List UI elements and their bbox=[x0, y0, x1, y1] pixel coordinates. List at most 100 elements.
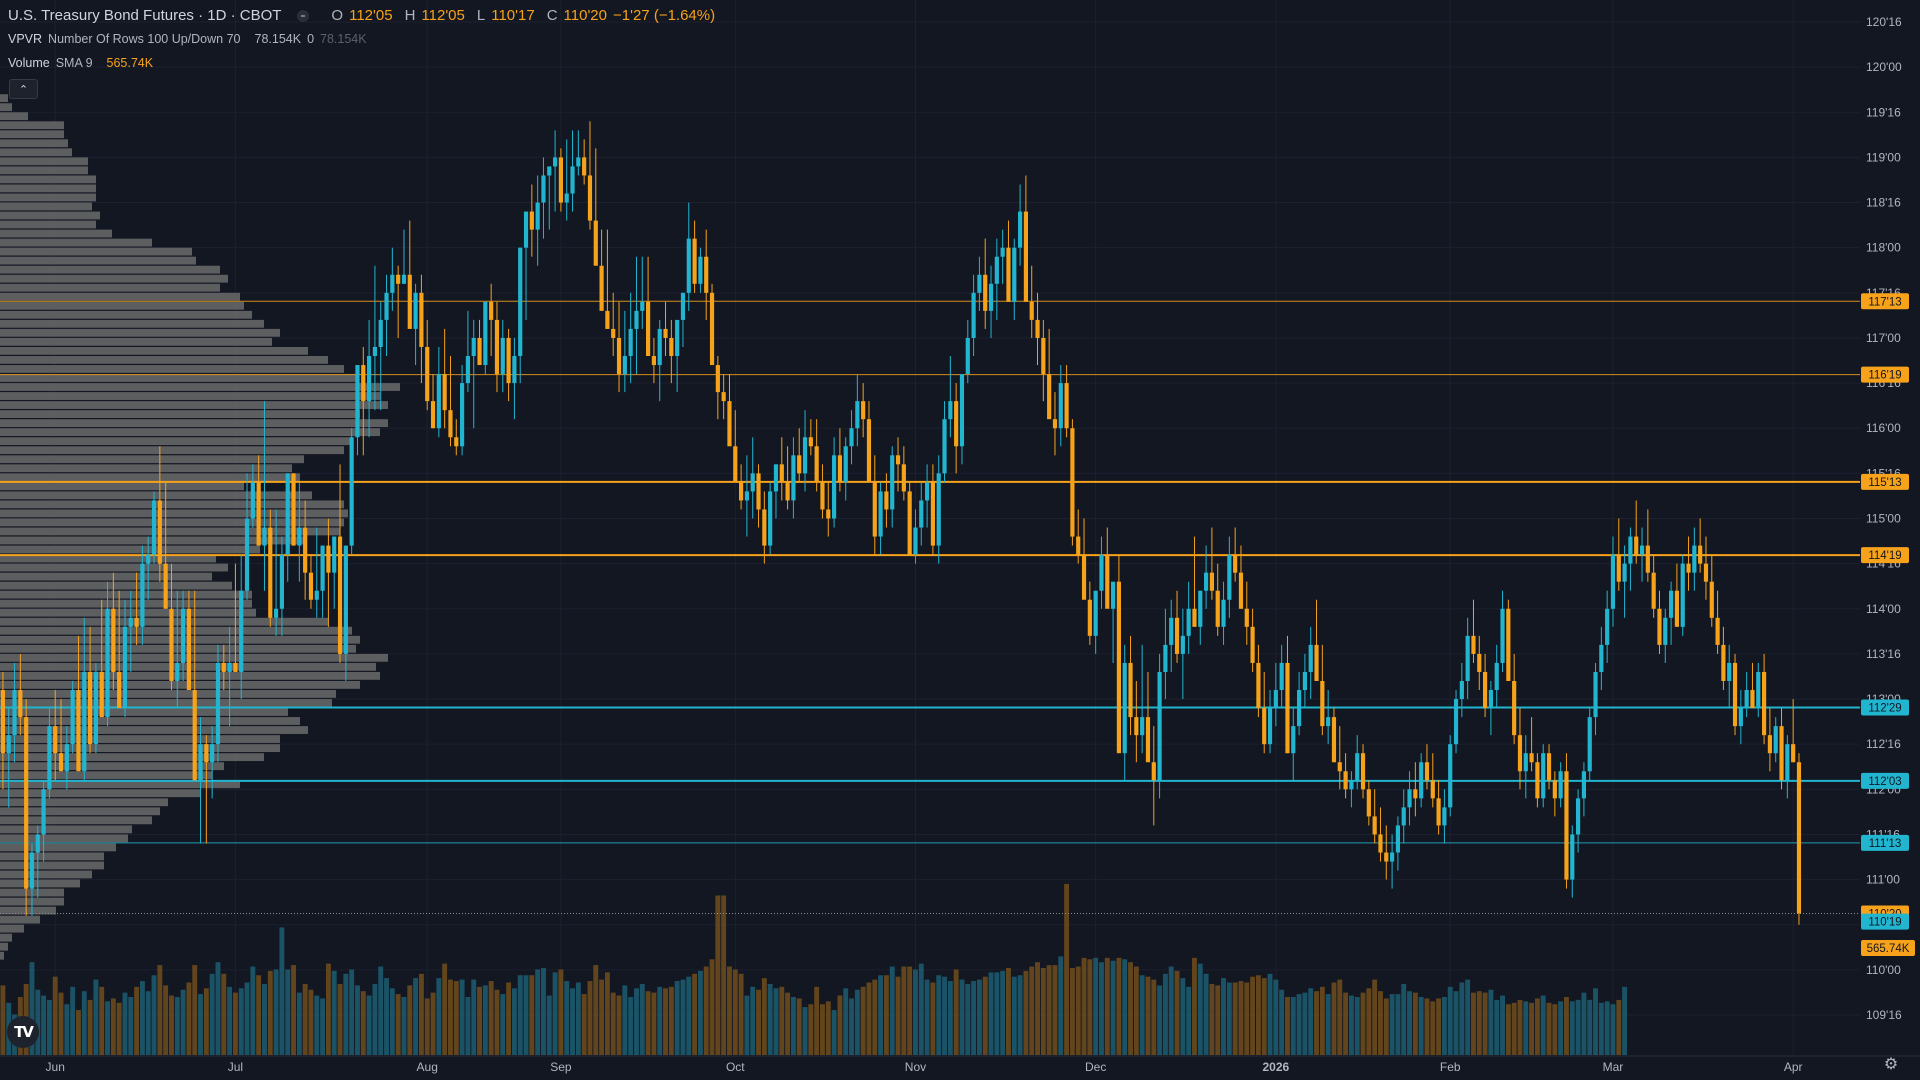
candle-body bbox=[1366, 789, 1371, 817]
volume-bar bbox=[1337, 979, 1343, 1055]
volume-bar bbox=[1221, 978, 1226, 1055]
gear-icon[interactable]: ⚙ bbox=[1882, 1056, 1900, 1074]
volume-bar bbox=[581, 994, 587, 1055]
prev-close-tag: 110'19 bbox=[1868, 917, 1901, 929]
candle-body bbox=[99, 671, 104, 718]
candle-body bbox=[843, 446, 848, 483]
volume-bar bbox=[1523, 1001, 1529, 1055]
candle-body bbox=[227, 662, 232, 672]
vpvr-row bbox=[0, 328, 280, 337]
candle-body bbox=[1517, 735, 1523, 772]
volume-bar bbox=[1465, 979, 1471, 1055]
volume-bar bbox=[1232, 982, 1238, 1055]
candle-body bbox=[1732, 662, 1738, 727]
volume-bar bbox=[180, 989, 186, 1055]
vpvr-row bbox=[0, 446, 344, 455]
candle-body bbox=[1006, 247, 1011, 302]
settings-glyph: ⚙ bbox=[1883, 1056, 1899, 1073]
candle-body bbox=[1448, 744, 1453, 808]
candle-body bbox=[128, 617, 133, 627]
more-options-icon[interactable] bbox=[297, 9, 310, 22]
volume-bar bbox=[302, 983, 308, 1055]
candle-body bbox=[1622, 563, 1627, 582]
candle-body bbox=[1204, 572, 1209, 591]
volume-bar bbox=[1534, 998, 1540, 1055]
volume-bar bbox=[686, 976, 692, 1055]
tradingview-logo-icon[interactable]: TV bbox=[7, 1016, 39, 1048]
candle-body bbox=[1721, 644, 1726, 681]
price-level-tag-bg bbox=[1861, 366, 1909, 383]
candle-body bbox=[680, 292, 686, 320]
vpvr-row bbox=[0, 951, 4, 960]
volume-bar bbox=[41, 995, 47, 1055]
volume-bar bbox=[814, 986, 820, 1055]
symbol-legend[interactable]: U.S. Treasury Bond Futures · 1D · CBOT O… bbox=[8, 7, 715, 24]
candle-body bbox=[1628, 536, 1633, 564]
volume-bar bbox=[674, 981, 680, 1055]
candle-body bbox=[12, 690, 17, 736]
vpvr-row bbox=[0, 256, 196, 265]
candle-body bbox=[390, 274, 395, 293]
vpvr-row bbox=[0, 319, 264, 328]
candle-body bbox=[698, 256, 703, 284]
volume-bar bbox=[1412, 992, 1418, 1055]
price-tick-label: 110'00 bbox=[1866, 963, 1901, 977]
candle-body bbox=[239, 590, 244, 672]
candle-body bbox=[82, 671, 87, 772]
vpvr-legend[interactable]: VPVR Number Of Rows 100 Up/Down 70 78.15… bbox=[8, 32, 367, 46]
volume-bar bbox=[1000, 970, 1006, 1055]
volume-bar bbox=[785, 992, 791, 1055]
candle-body bbox=[442, 374, 447, 411]
candle-body bbox=[454, 437, 459, 447]
volume-bar bbox=[546, 995, 552, 1055]
volume-legend[interactable]: Volume SMA 9 565.74K bbox=[8, 56, 153, 70]
volume-bar bbox=[1558, 1001, 1564, 1055]
volume-bar bbox=[256, 975, 262, 1055]
vpvr-row bbox=[0, 870, 92, 879]
close-value: 110'20 bbox=[563, 7, 607, 24]
vpvr-row bbox=[0, 410, 360, 418]
candle-body bbox=[971, 292, 976, 338]
volume-bar bbox=[732, 969, 738, 1055]
candle-body bbox=[1669, 590, 1674, 618]
candle-body bbox=[657, 328, 662, 366]
vpvr-row bbox=[0, 590, 252, 599]
candle-body bbox=[221, 662, 226, 672]
vpvr-name[interactable]: VPVR bbox=[8, 32, 43, 46]
volume-bar bbox=[1616, 999, 1622, 1055]
volume-bar bbox=[1168, 966, 1174, 1055]
vpvr-row bbox=[0, 274, 228, 283]
candle-body bbox=[1738, 708, 1743, 727]
collapse-legend-button[interactable]: ⌃ bbox=[9, 79, 38, 99]
volume-bar bbox=[1151, 979, 1157, 1055]
symbol-title[interactable]: U.S. Treasury Bond Futures · 1D · CBOT bbox=[8, 7, 282, 24]
vpvr-row bbox=[0, 617, 328, 626]
candle-body bbox=[1035, 319, 1040, 338]
volume-bar bbox=[889, 966, 895, 1055]
volume-bar bbox=[738, 973, 744, 1055]
volume-bar bbox=[244, 982, 250, 1055]
vpvr-row bbox=[0, 419, 388, 428]
candle-body bbox=[465, 356, 470, 384]
volume-bar bbox=[1395, 994, 1401, 1055]
vpvr-row bbox=[0, 653, 388, 662]
volume-bar bbox=[616, 995, 622, 1055]
volume-name[interactable]: Volume bbox=[8, 56, 50, 70]
candle-body bbox=[616, 337, 622, 375]
low-label: L bbox=[476, 7, 486, 24]
volume-bar bbox=[1319, 986, 1325, 1055]
candle-body bbox=[1209, 572, 1214, 591]
candle-body bbox=[70, 690, 75, 745]
volume-bar bbox=[849, 998, 854, 1055]
vpvr-row bbox=[0, 148, 72, 157]
vpvr-row bbox=[0, 374, 356, 382]
candle-body bbox=[1256, 662, 1261, 709]
candle-body bbox=[1238, 572, 1244, 609]
vpvr-row bbox=[0, 906, 56, 915]
candle-body bbox=[1651, 572, 1656, 609]
volume-bar bbox=[459, 979, 465, 1055]
volume-bar bbox=[913, 969, 918, 1055]
volume-bar bbox=[854, 989, 860, 1055]
candle-body bbox=[88, 671, 93, 745]
